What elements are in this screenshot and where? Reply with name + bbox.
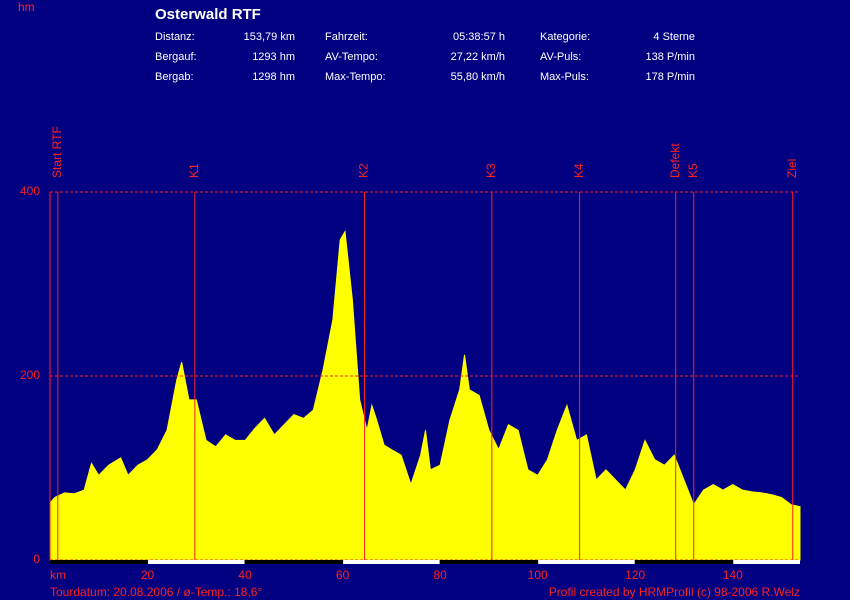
km-strip: [537, 560, 636, 564]
x-tick-label: 40: [238, 568, 252, 582]
x-tick-label: 140: [723, 568, 743, 582]
x-tick-label: 60: [336, 568, 350, 582]
km-strip: [635, 560, 733, 564]
info-value: 1293 hm: [252, 51, 295, 63]
km-strip: [245, 560, 343, 564]
footer-left: Tourdatum: 20.08.2006 / ø-Temp.: 18,6°: [50, 585, 262, 599]
info-label: Kategorie:: [540, 31, 590, 43]
info-value: 4 Sterne: [653, 31, 695, 43]
marker-label: K2: [357, 163, 371, 178]
info-label: Bergauf:: [155, 51, 197, 63]
y-tick-label: 0: [33, 552, 40, 566]
info-value: 178 P/min: [645, 71, 695, 83]
info-label: AV-Puls:: [540, 51, 581, 63]
info-label: Distanz:: [155, 31, 195, 43]
footer-right: Profil created by HRMProfil (c) 98-2006 …: [549, 585, 800, 599]
km-strip: [440, 560, 538, 564]
y-tick-label: 400: [20, 184, 40, 198]
y-axis-label: hm: [18, 0, 35, 14]
marker-label: Defekt: [668, 143, 682, 178]
info-value: 05:38:57 h: [453, 31, 505, 43]
km-strip: [147, 560, 246, 564]
y-tick-label: 200: [20, 368, 40, 382]
info-label: Max-Tempo:: [325, 71, 386, 83]
km-strip: [342, 560, 441, 564]
info-label: Max-Puls:: [540, 71, 589, 83]
km-strip: [732, 560, 800, 564]
info-label: Bergab:: [155, 71, 194, 83]
marker-label: K4: [572, 163, 586, 178]
chart-title: Osterwald RTF: [155, 6, 261, 23]
marker-label: K3: [484, 163, 498, 178]
elevation-area: [49, 230, 801, 561]
info-value: 27,22 km/h: [451, 51, 505, 63]
info-label: AV-Tempo:: [325, 51, 378, 63]
x-axis-label: km: [50, 568, 66, 582]
x-tick-label: 120: [625, 568, 645, 582]
info-value: 55,80 km/h: [451, 71, 505, 83]
info-value: 138 P/min: [645, 51, 695, 63]
km-strip: [50, 560, 148, 564]
marker-label: Ziel: [785, 159, 799, 178]
x-tick-label: 80: [433, 568, 447, 582]
marker-label: K1: [187, 163, 201, 178]
info-label: Fahrzeit:: [325, 31, 368, 43]
x-tick-label: 100: [528, 568, 548, 582]
marker-label: K5: [686, 163, 700, 178]
info-value: 1298 hm: [252, 71, 295, 83]
marker-label: Start RTF: [50, 126, 64, 178]
x-tick-label: 20: [141, 568, 155, 582]
info-value: 153,79 km: [244, 31, 295, 43]
